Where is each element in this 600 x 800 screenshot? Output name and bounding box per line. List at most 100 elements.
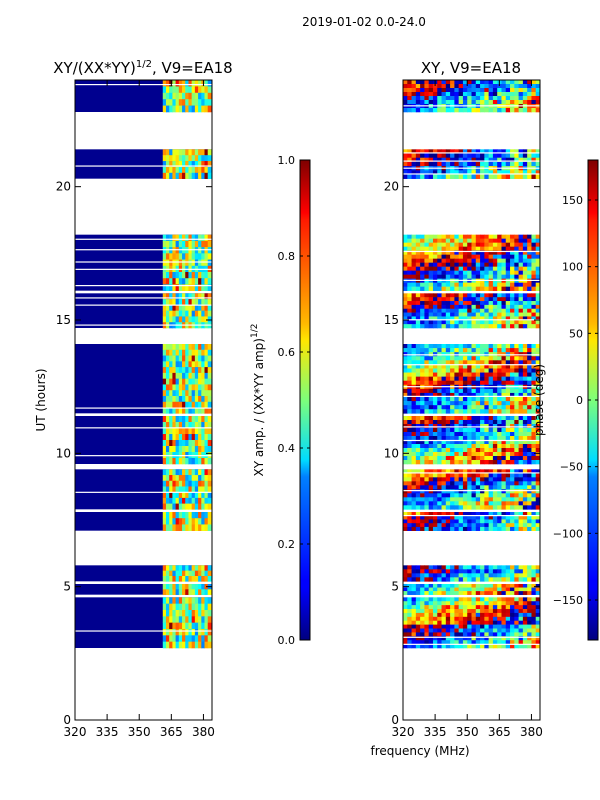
amp-cell: [201, 518, 206, 525]
phase-cell: [432, 584, 438, 588]
amp-cell: [169, 310, 173, 317]
phase-cell: [462, 316, 468, 321]
phase-cell: [415, 266, 421, 271]
phase-cell: [527, 640, 532, 645]
phase-cell: [535, 620, 540, 625]
phase-cell: [505, 344, 511, 349]
phase-cell: [454, 258, 460, 263]
phase-cell: [484, 577, 490, 582]
amp-cell: [169, 272, 173, 279]
amp-cell: [182, 272, 186, 279]
phase-cell: [475, 519, 481, 524]
phase-cell: [420, 523, 425, 528]
amp-cell: [175, 284, 180, 291]
phase-cell: [488, 304, 494, 310]
amp-cell: [172, 603, 177, 611]
phase-cell: [432, 473, 438, 478]
phase-cell: [492, 485, 498, 490]
amp-cell: [162, 284, 167, 291]
phase-ytick-label: 15: [384, 313, 399, 327]
phase-cell: [411, 368, 417, 373]
phase-cell: [497, 409, 502, 414]
phase-cell: [527, 356, 532, 361]
phase-cell: [411, 392, 417, 398]
phase-cell: [454, 477, 460, 482]
amp-cell: [169, 480, 173, 487]
phase-cell: [441, 376, 447, 382]
amp-cell: [175, 92, 180, 100]
phase-cell: [518, 262, 524, 267]
phase-cell: [407, 250, 413, 255]
phase-cell: [462, 628, 468, 633]
phase-cell: [471, 262, 477, 267]
phase-cell: [458, 424, 464, 429]
phase-cell: [428, 364, 434, 369]
phase-cell: [458, 92, 464, 97]
phase-cell: [450, 153, 455, 159]
amp-cell: [194, 629, 199, 636]
phase-cell: [454, 512, 460, 517]
phase-cell: [488, 80, 494, 85]
amp-cell: [188, 428, 193, 435]
amp-cell: [169, 446, 173, 453]
amp-cell: [169, 92, 173, 100]
phase-cell: [445, 304, 451, 310]
phase-cell: [454, 308, 460, 313]
amp-cell: [165, 355, 170, 362]
amp-cell: [185, 518, 189, 525]
amp-cell: [201, 570, 206, 577]
phase-cell: [428, 424, 434, 429]
phase-cell: [432, 344, 438, 349]
phase-cell: [527, 301, 532, 306]
phase-cell: [522, 368, 528, 373]
phase-cell: [424, 297, 430, 302]
phase-cell: [492, 612, 498, 618]
phase-cell: [471, 161, 477, 167]
phase-cell: [420, 428, 425, 433]
phase-cell: [501, 234, 507, 239]
phase-cell: [514, 432, 520, 437]
phase-cell: [445, 174, 451, 179]
amp-cell: [165, 149, 170, 156]
phase-cell: [518, 481, 524, 486]
phase-cell: [484, 469, 490, 474]
phase-cell: [484, 609, 490, 614]
phase-cell: [471, 477, 477, 482]
amp-cell: [201, 480, 206, 487]
amp-cell: [207, 384, 212, 391]
phase-cell: [497, 481, 502, 486]
amp-cell: [204, 361, 209, 368]
amp-cell: [191, 361, 196, 368]
phase-cell: [535, 282, 540, 287]
phase-cell: [432, 388, 438, 394]
amp-cell: [188, 299, 193, 306]
amp-cell: [204, 407, 209, 414]
phase-cell: [531, 605, 537, 610]
phase-cell: [454, 304, 460, 310]
phase-cell: [535, 501, 540, 506]
phase-cell: [535, 565, 540, 570]
phase-cell: [445, 92, 451, 97]
phase-cell: [531, 519, 537, 524]
amp-cell: [162, 378, 167, 385]
phase-cell: [415, 489, 421, 494]
phase-cell: [424, 356, 430, 361]
phase-cell: [411, 149, 417, 154]
amp-cell: [182, 155, 186, 162]
phase-cell: [531, 505, 537, 510]
phase-cell: [492, 573, 498, 578]
amp-cell: [165, 161, 170, 168]
phase-cell: [420, 360, 425, 365]
phase-cell: [450, 609, 455, 614]
phase-cell: [454, 448, 460, 453]
phase-cell: [527, 644, 532, 649]
phase-cell: [510, 420, 515, 425]
amp-cell: [185, 390, 189, 397]
amp-cell: [182, 503, 186, 510]
phase-cell: [527, 519, 532, 524]
phase-cell: [462, 416, 468, 421]
phase-cell: [497, 632, 502, 637]
phase-cell: [475, 456, 481, 461]
phase-cell: [403, 440, 408, 445]
phase-gap: [403, 105, 540, 107]
